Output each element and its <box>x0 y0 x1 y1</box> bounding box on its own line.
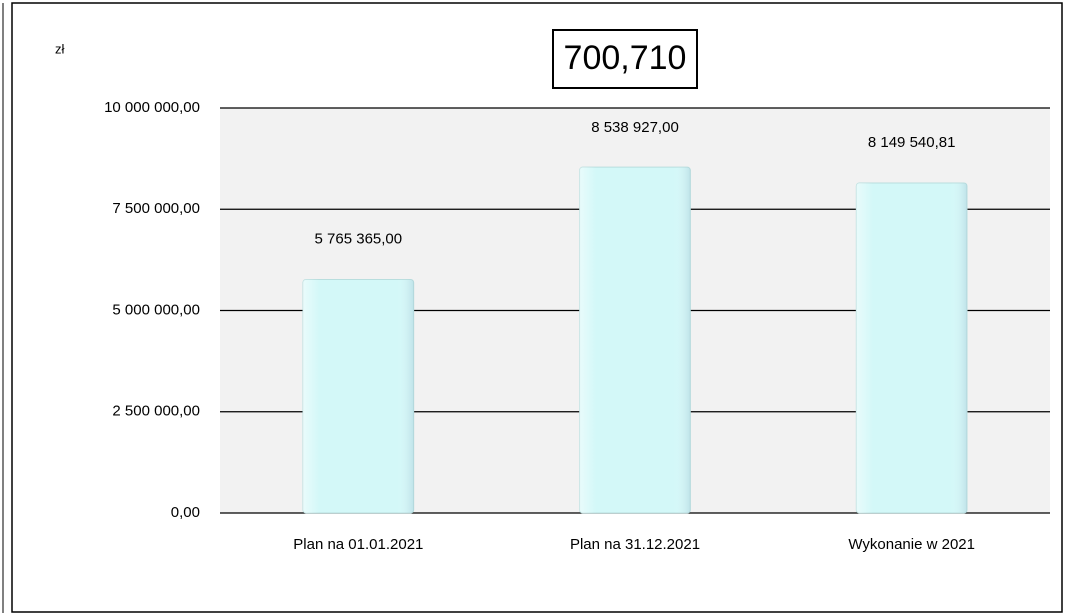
y-tick-label: 2 500 000,00 <box>112 403 200 420</box>
value-label: 8 149 540,81 <box>868 134 956 151</box>
y-tick-label: 7 500 000,00 <box>112 200 200 217</box>
x-tick-label: Wykonanie w 2021 <box>848 536 975 553</box>
bar-shade <box>856 182 967 513</box>
y-axis-label: zł <box>55 41 65 56</box>
frame <box>11 2 1063 613</box>
x-tick-label: Plan na 31.12.2021 <box>570 536 700 553</box>
bar-shade <box>303 279 414 513</box>
value-label: 8 538 927,00 <box>591 119 679 136</box>
value-label: 5 765 365,00 <box>315 230 403 247</box>
chart-title: 700,710 <box>564 39 687 77</box>
y-tick-label: 0,00 <box>171 504 200 521</box>
x-tick-label: Plan na 01.01.2021 <box>293 536 423 553</box>
bar-shade <box>579 167 691 513</box>
y-tick-label: 10 000 000,00 <box>104 99 200 116</box>
title-box <box>552 29 698 89</box>
y-tick-label: 5 000 000,00 <box>112 301 200 318</box>
